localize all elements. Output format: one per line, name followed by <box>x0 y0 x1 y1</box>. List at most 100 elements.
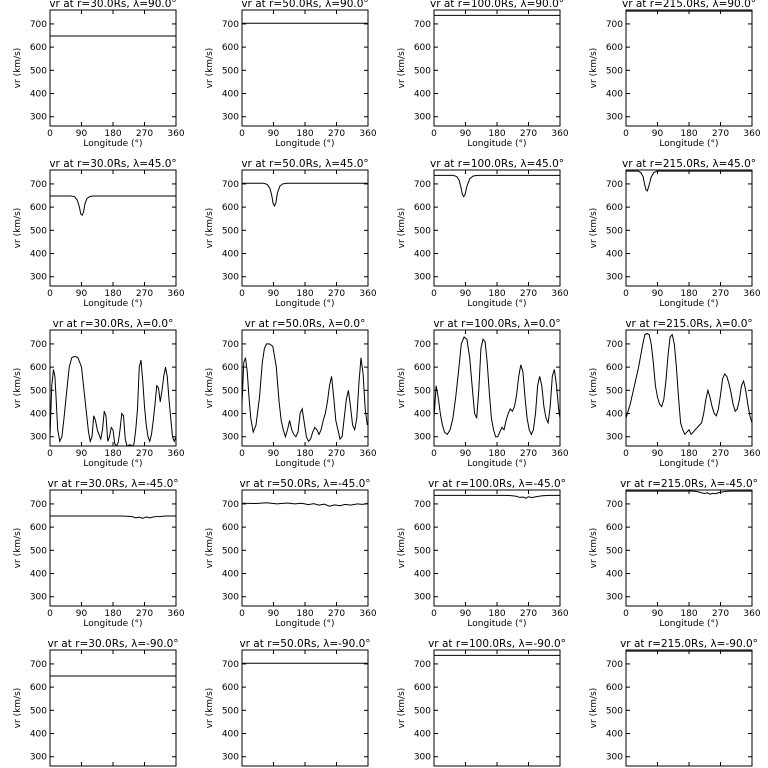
panel-title: vr at r=50.0Rs, λ=90.0° <box>241 0 368 10</box>
panel-3: vr at r=100.0Rs, λ=90.0° 0 90 180 270 360 300 4… <box>397 0 569 149</box>
x-tick-label: 270 <box>520 449 537 459</box>
data-line <box>626 170 752 192</box>
panel-title: vr at r=100.0Rs, λ=-90.0° <box>428 638 566 650</box>
panel-title: vr at r=215.0Rs, λ=90.0° <box>622 0 756 10</box>
y-tick-label: 600 <box>606 683 623 693</box>
x-tick-label: 180 <box>488 609 505 619</box>
y-tick-label: 600 <box>222 363 239 373</box>
y-tick-label: 400 <box>30 250 47 260</box>
x-tick-label: 90 <box>268 289 280 299</box>
y-tick-label: 700 <box>222 660 239 670</box>
x-axis-label: Longitude (°) <box>83 619 142 629</box>
y-tick-label: 700 <box>222 340 239 350</box>
y-tick-label: 400 <box>222 570 239 580</box>
x-axis-label: Longitude (°) <box>467 459 526 469</box>
y-axis-label: vr (km/s) <box>589 368 599 409</box>
x-tick-label: 0 <box>623 129 629 139</box>
x-tick-label: 270 <box>520 129 537 139</box>
x-tick-label: 0 <box>431 449 437 459</box>
y-tick-label: 600 <box>414 43 431 53</box>
y-tick-label: 300 <box>222 753 239 763</box>
x-tick-label: 90 <box>460 129 472 139</box>
x-tick-label: 90 <box>76 129 88 139</box>
x-axis-label: Longitude (°) <box>275 299 334 309</box>
x-tick-label: 180 <box>104 449 121 459</box>
panel-12: vr at r=215.0Rs, λ=0.0° 0 90 180 270 360 300 40… <box>589 318 761 469</box>
panel-title: vr at r=100.0Rs, λ=0.0° <box>433 318 560 330</box>
x-axis-label: Longitude (°) <box>83 139 142 149</box>
panel-title: vr at r=215.0Rs, λ=0.0° <box>625 318 752 330</box>
plot-frame <box>49 9 177 127</box>
y-axis-label: vr (km/s) <box>205 528 215 569</box>
y-tick-label: 400 <box>222 410 239 420</box>
y-tick-label: 500 <box>222 66 239 76</box>
y-tick-label: 600 <box>414 683 431 693</box>
data-line <box>242 182 368 208</box>
y-tick-label: 600 <box>222 203 239 213</box>
x-tick-label: 90 <box>76 289 88 299</box>
y-tick-label: 700 <box>222 180 239 190</box>
data-line <box>50 356 176 446</box>
y-tick-label: 300 <box>606 433 623 443</box>
plot-frame <box>625 329 753 447</box>
y-tick-label: 600 <box>30 523 47 533</box>
x-tick-label: 270 <box>136 449 153 459</box>
x-tick-label: 360 <box>551 289 568 299</box>
panel-17: vr at r=30.0Rs, λ=-90.0°0901802703603004… <box>13 638 179 767</box>
panel-9: vr at r=30.0Rs, λ=0.0° 0 90 180 270 360 300 400… <box>13 318 185 469</box>
y-tick-label: 500 <box>30 66 47 76</box>
x-tick-label: 0 <box>623 609 629 619</box>
x-tick-label: 180 <box>296 129 313 139</box>
panel-16: vr at r=215.0Rs, λ=-45.0° 0 90 180 270 360 300… <box>589 478 761 629</box>
panel-title: vr at r=30.0Rs, λ=45.0° <box>49 158 176 170</box>
plot-frame <box>433 329 561 447</box>
y-tick-label: 300 <box>606 113 623 123</box>
y-tick-label: 700 <box>414 180 431 190</box>
y-tick-label: 600 <box>222 523 239 533</box>
y-tick-label: 600 <box>414 203 431 213</box>
x-tick-label: 90 <box>76 449 88 459</box>
y-tick-label: 700 <box>606 340 623 350</box>
x-tick-label: 270 <box>712 609 729 619</box>
y-tick-label: 300 <box>414 113 431 123</box>
y-tick-label: 400 <box>30 570 47 580</box>
x-tick-label: 270 <box>712 289 729 299</box>
y-tick-label: 500 <box>30 706 47 716</box>
x-axis-label: Longitude (°) <box>467 619 526 629</box>
data-line <box>434 494 560 499</box>
y-tick-label: 400 <box>222 90 239 100</box>
plot-frame <box>49 329 177 447</box>
x-tick-label: 360 <box>359 289 376 299</box>
y-tick-label: 400 <box>414 90 431 100</box>
y-tick-label: 700 <box>606 500 623 510</box>
x-axis-label: Longitude (°) <box>467 299 526 309</box>
plot-frame <box>241 489 369 607</box>
x-tick-label: 180 <box>488 449 505 459</box>
x-tick-label: 90 <box>268 609 280 619</box>
y-tick-label: 600 <box>414 363 431 373</box>
x-tick-label: 90 <box>460 289 472 299</box>
y-tick-label: 400 <box>606 250 623 260</box>
y-tick-label: 300 <box>222 273 239 283</box>
y-tick-label: 400 <box>30 410 47 420</box>
panel-10: vr at r=50.0Rs, λ=0.0° 0 90 180 270 360 300 400… <box>205 318 377 469</box>
panel-title: vr at r=215.0Rs, λ=-45.0° <box>620 478 758 490</box>
y-tick-label: 400 <box>30 90 47 100</box>
y-tick-label: 300 <box>30 433 47 443</box>
plot-frame <box>49 489 177 607</box>
plot-frame <box>625 489 753 607</box>
x-tick-label: 90 <box>76 609 88 619</box>
y-tick-label: 700 <box>606 660 623 670</box>
plot-frame <box>625 9 753 127</box>
y-tick-label: 300 <box>414 433 431 443</box>
x-tick-label: 270 <box>712 129 729 139</box>
panel-7: vr at r=100.0Rs, λ=45.0° 0 90 180 270 360 300 4… <box>397 158 569 309</box>
x-tick-label: 270 <box>712 449 729 459</box>
x-axis-label: Longitude (°) <box>275 139 334 149</box>
y-tick-label: 300 <box>414 593 431 603</box>
x-tick-label: 0 <box>431 129 437 139</box>
y-tick-label: 300 <box>222 593 239 603</box>
panel-title: vr at r=30.0Rs, λ=-90.0° <box>47 638 178 650</box>
x-tick-label: 90 <box>268 449 280 459</box>
